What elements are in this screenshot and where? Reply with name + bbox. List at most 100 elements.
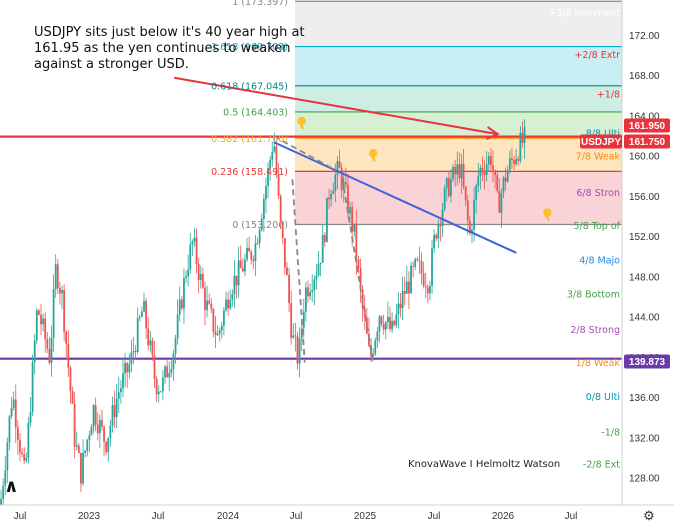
candle-body [487, 156, 490, 165]
candle-body [126, 363, 129, 373]
candle-body [103, 426, 105, 442]
level-lines [0, 0, 622, 360]
candle-body [229, 299, 232, 309]
candle-body [450, 179, 452, 197]
candle-body [296, 336, 299, 364]
candle-body [508, 158, 511, 171]
candle-body [328, 197, 330, 200]
candle-body [323, 235, 326, 243]
candle-body [504, 177, 507, 182]
murrey-label-2: +1/8 [597, 89, 620, 100]
candle-body [220, 325, 223, 331]
marker-high-2025 [369, 149, 378, 158]
candle-body [195, 237, 198, 265]
x-tick-1: 2023 [78, 511, 101, 522]
candle-body [77, 445, 80, 454]
candle-body [344, 181, 347, 185]
candle-body [286, 267, 288, 275]
candle-body [199, 273, 202, 280]
candle-body [395, 314, 398, 326]
candle-body [84, 450, 87, 453]
candle-body [410, 265, 412, 294]
price-tag-2 [624, 134, 670, 149]
candle-body [309, 291, 311, 297]
candle-body [511, 158, 513, 161]
candle-body [288, 274, 290, 304]
candle-body [424, 285, 427, 288]
candle-body [338, 161, 341, 169]
candle-body [6, 442, 9, 471]
murrey-label-11: 0/8 Ulti [586, 392, 620, 403]
author-credit: KnovaWave I Helmoltz Watson [408, 459, 561, 470]
candle-body [408, 281, 410, 294]
candle-body [513, 160, 515, 164]
tv-logo: ∧ [4, 476, 19, 497]
candle-body [321, 235, 324, 263]
candle-body [212, 308, 215, 332]
time-axis-bg [0, 505, 674, 526]
candle-body [355, 223, 358, 260]
candle-body [244, 259, 246, 272]
candle-body [490, 156, 492, 166]
candle-body [109, 425, 112, 438]
candle-body [237, 260, 240, 286]
candle-body [412, 265, 415, 267]
x-tick-7: 2026 [492, 511, 515, 522]
candle-body [170, 368, 173, 374]
price-axis: 172.00 168.00 164.00 160.00 156.00 152.00 148.… [621, 0, 674, 526]
candle-body [399, 303, 402, 309]
candle-body [48, 348, 51, 363]
candle-body [23, 454, 26, 461]
candle-body [273, 146, 276, 152]
candle-body [317, 264, 320, 276]
candle-body [277, 174, 280, 196]
fib-label-3: 0.5 (164.403) [223, 107, 288, 118]
candle-body [145, 300, 148, 329]
price-tag-1 [580, 134, 622, 149]
candle-body [307, 287, 309, 297]
fib-label-6: 0 (153.206) [232, 220, 288, 231]
candle-body [347, 184, 349, 214]
red-arrow-head [486, 126, 500, 140]
candle-body [14, 399, 17, 428]
fib-zone-top [295, 0, 622, 47]
price-tag-label-3: 139.873 [629, 357, 666, 368]
price-tags: 161.950 USDJPY 161.750 139.873 [580, 118, 670, 369]
candle-body [483, 172, 486, 175]
grey-drop-a [291, 179, 306, 363]
candle-body [178, 299, 181, 315]
candle-body [94, 405, 97, 425]
marker-high-2025-tail [371, 155, 376, 162]
candle-body [386, 316, 389, 323]
candle-body [67, 344, 70, 368]
candle-body [147, 328, 150, 346]
candle-body [521, 132, 524, 144]
price-tag-label-1: USDJPY [581, 137, 621, 148]
candle-body [132, 351, 135, 353]
candle-body [128, 364, 131, 373]
candle-body [134, 351, 137, 353]
candle-body [119, 388, 122, 393]
candle-body [141, 311, 143, 317]
candle-body [80, 453, 82, 484]
fib-label-0: 1 (173.397) [232, 0, 288, 8]
candle-body [294, 335, 297, 337]
candle-body [241, 268, 244, 272]
x-tick-6: Jul [428, 511, 441, 522]
candle-body [191, 241, 194, 245]
fib-labels: 1 (173.397) 1.618 (169.703) 0.618 (167.045… [211, 0, 288, 231]
candle-body [481, 167, 484, 173]
candle-body [380, 316, 383, 325]
candle-body [267, 168, 269, 186]
candle-body [231, 294, 234, 300]
candle-body [405, 281, 408, 294]
marker-high-2024 [297, 116, 306, 126]
grey-connector [273, 135, 337, 172]
candle-body [351, 207, 354, 232]
murrey-label-10: 1/8 Weak [576, 358, 621, 369]
candle-body [397, 303, 400, 315]
candle-body [382, 324, 385, 330]
candle-body [281, 221, 284, 239]
x-tick-8: Jul [565, 511, 578, 522]
